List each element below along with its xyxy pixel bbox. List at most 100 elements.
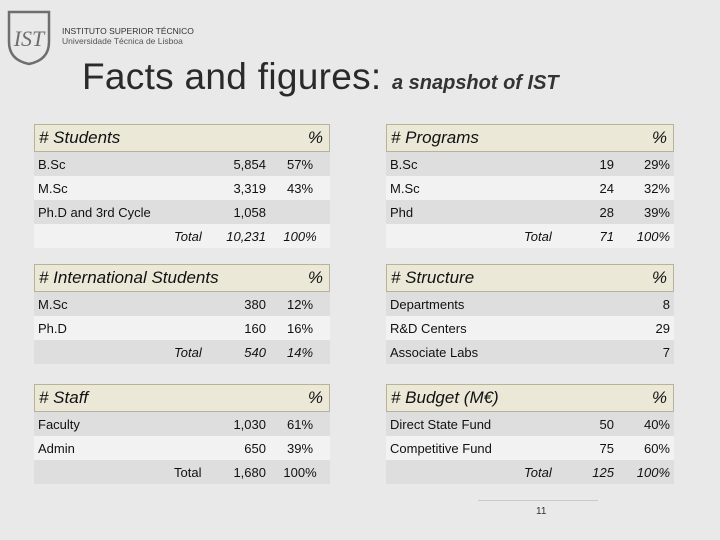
page-title: Facts and figures: a snapshot of IST <box>82 56 559 98</box>
table-total-row: Total 125 100% <box>386 460 674 484</box>
students-table: # Students % B.Sc 5,854 57% M.Sc 3,319 4… <box>34 124 330 248</box>
total-label: Total <box>174 345 202 360</box>
row-label: M.Sc <box>38 297 68 312</box>
row-label: Admin <box>38 441 75 456</box>
row-pct: 61% <box>286 417 314 432</box>
table-row: Ph.D 160 16% <box>34 316 330 340</box>
row-value: 650 <box>244 441 266 456</box>
row-pct: 43% <box>286 181 314 196</box>
pct-header: % <box>307 128 323 147</box>
table-header: # Staff % <box>34 384 330 412</box>
institution-header: INSTITUTO SUPERIOR TÉCNICO Universidade … <box>62 26 194 46</box>
row-label: Faculty <box>38 417 80 432</box>
row-value: 50 <box>599 417 614 432</box>
table-total-row: Total 10,231 100% <box>34 224 330 248</box>
row-label: B.Sc <box>390 157 418 172</box>
ist-logo-icon: IST <box>7 10 51 66</box>
row-label: Phd <box>390 205 414 220</box>
table-total-row: Total 1,680 100% <box>34 460 330 484</box>
row-label: M.Sc <box>38 181 68 196</box>
total-pct: 100% <box>636 465 670 480</box>
row-value: 1,030 <box>233 417 266 432</box>
total-label: Total <box>524 465 552 480</box>
row-pct: 16% <box>286 321 314 336</box>
row-pct: 29% <box>643 157 670 172</box>
table-row: M.Sc 380 12% <box>34 292 330 316</box>
total-pct: 14% <box>286 345 314 360</box>
row-value: 3,319 <box>233 181 266 196</box>
row-pct: 40% <box>643 417 670 432</box>
title-main: Facts and figures: <box>82 56 382 97</box>
row-label: B.Sc <box>38 157 66 172</box>
structure-table: # Structure % Departments 8 R&D Centers … <box>386 264 674 364</box>
table-header: # Budget (M€) % <box>386 384 674 412</box>
row-value: 24 <box>599 181 614 196</box>
table-header: # International Students % <box>34 264 330 292</box>
university-name: Universidade Técnica de Lisboa <box>62 36 183 46</box>
row-pct: 32% <box>643 181 670 196</box>
table-row: M.Sc 24 32% <box>386 176 674 200</box>
table-title: # Staff <box>39 388 89 407</box>
table-row: Ph.D and 3rd Cycle 1,058 <box>34 200 330 224</box>
total-value: 125 <box>592 465 614 480</box>
table-row: Direct State Fund 50 40% <box>386 412 674 436</box>
table-row: Phd 28 39% <box>386 200 674 224</box>
row-value: 28 <box>599 205 614 220</box>
programs-table: # Programs % B.Sc 19 29% M.Sc 24 32% Phd… <box>386 124 674 248</box>
table-title: # Structure <box>391 268 475 287</box>
pct-header: % <box>307 388 323 407</box>
table-row: Competitive Fund 75 60% <box>386 436 674 460</box>
row-count: 7 <box>662 345 670 360</box>
title-subtitle: a snapshot of IST <box>391 72 559 94</box>
page-number: 11 <box>536 506 547 517</box>
footer-divider <box>478 500 598 501</box>
table-row: M.Sc 3,319 43% <box>34 176 330 200</box>
table-title: # International Students <box>39 268 219 287</box>
total-value: 10,231 <box>226 229 266 244</box>
table-row: B.Sc 19 29% <box>386 152 674 176</box>
total-pct: 100% <box>283 465 317 480</box>
total-pct: 100% <box>636 229 670 244</box>
row-value: 1,058 <box>233 205 266 220</box>
row-value: 75 <box>599 441 614 456</box>
row-label: Associate Labs <box>390 345 479 360</box>
table-title: # Students <box>39 128 121 147</box>
total-label: Total <box>174 465 202 480</box>
row-value: 5,854 <box>233 157 266 172</box>
row-label: Ph.D and 3rd Cycle <box>38 205 151 220</box>
row-label: Competitive Fund <box>390 441 492 456</box>
total-value: 71 <box>599 229 614 244</box>
row-pct: 39% <box>643 205 670 220</box>
institution-name: INSTITUTO SUPERIOR TÉCNICO <box>62 26 194 36</box>
row-label: R&D Centers <box>390 321 467 336</box>
total-value: 1,680 <box>233 465 266 480</box>
pct-header: % <box>651 268 667 287</box>
row-pct: 39% <box>286 441 314 456</box>
row-label: Ph.D <box>38 321 67 336</box>
row-label: M.Sc <box>390 181 420 196</box>
table-row: B.Sc 5,854 57% <box>34 152 330 176</box>
pct-header: % <box>651 128 667 147</box>
row-value: 380 <box>244 297 266 312</box>
table-header: # Students % <box>34 124 330 152</box>
row-value: 19 <box>599 157 614 172</box>
total-pct: 100% <box>283 229 317 244</box>
row-value: 160 <box>244 321 266 336</box>
total-label: Total <box>174 229 202 244</box>
row-pct: 60% <box>643 441 670 456</box>
pct-header: % <box>651 388 667 407</box>
row-count: 29 <box>655 321 670 336</box>
staff-table: # Staff % Faculty 1,030 61% Admin 650 39… <box>34 384 330 484</box>
international-students-table: # International Students % M.Sc 380 12% … <box>34 264 330 364</box>
row-pct: 12% <box>286 297 314 312</box>
total-label: Total <box>524 229 552 244</box>
table-total-row: Total 71 100% <box>386 224 674 248</box>
total-value: 540 <box>244 345 266 360</box>
table-row: Departments 8 <box>386 292 674 316</box>
pct-header: % <box>307 268 323 287</box>
row-label: Direct State Fund <box>390 417 492 432</box>
svg-text:IST: IST <box>13 26 46 51</box>
table-header: # Programs % <box>386 124 674 152</box>
row-pct: 57% <box>286 157 314 172</box>
table-title: # Programs <box>391 128 479 147</box>
